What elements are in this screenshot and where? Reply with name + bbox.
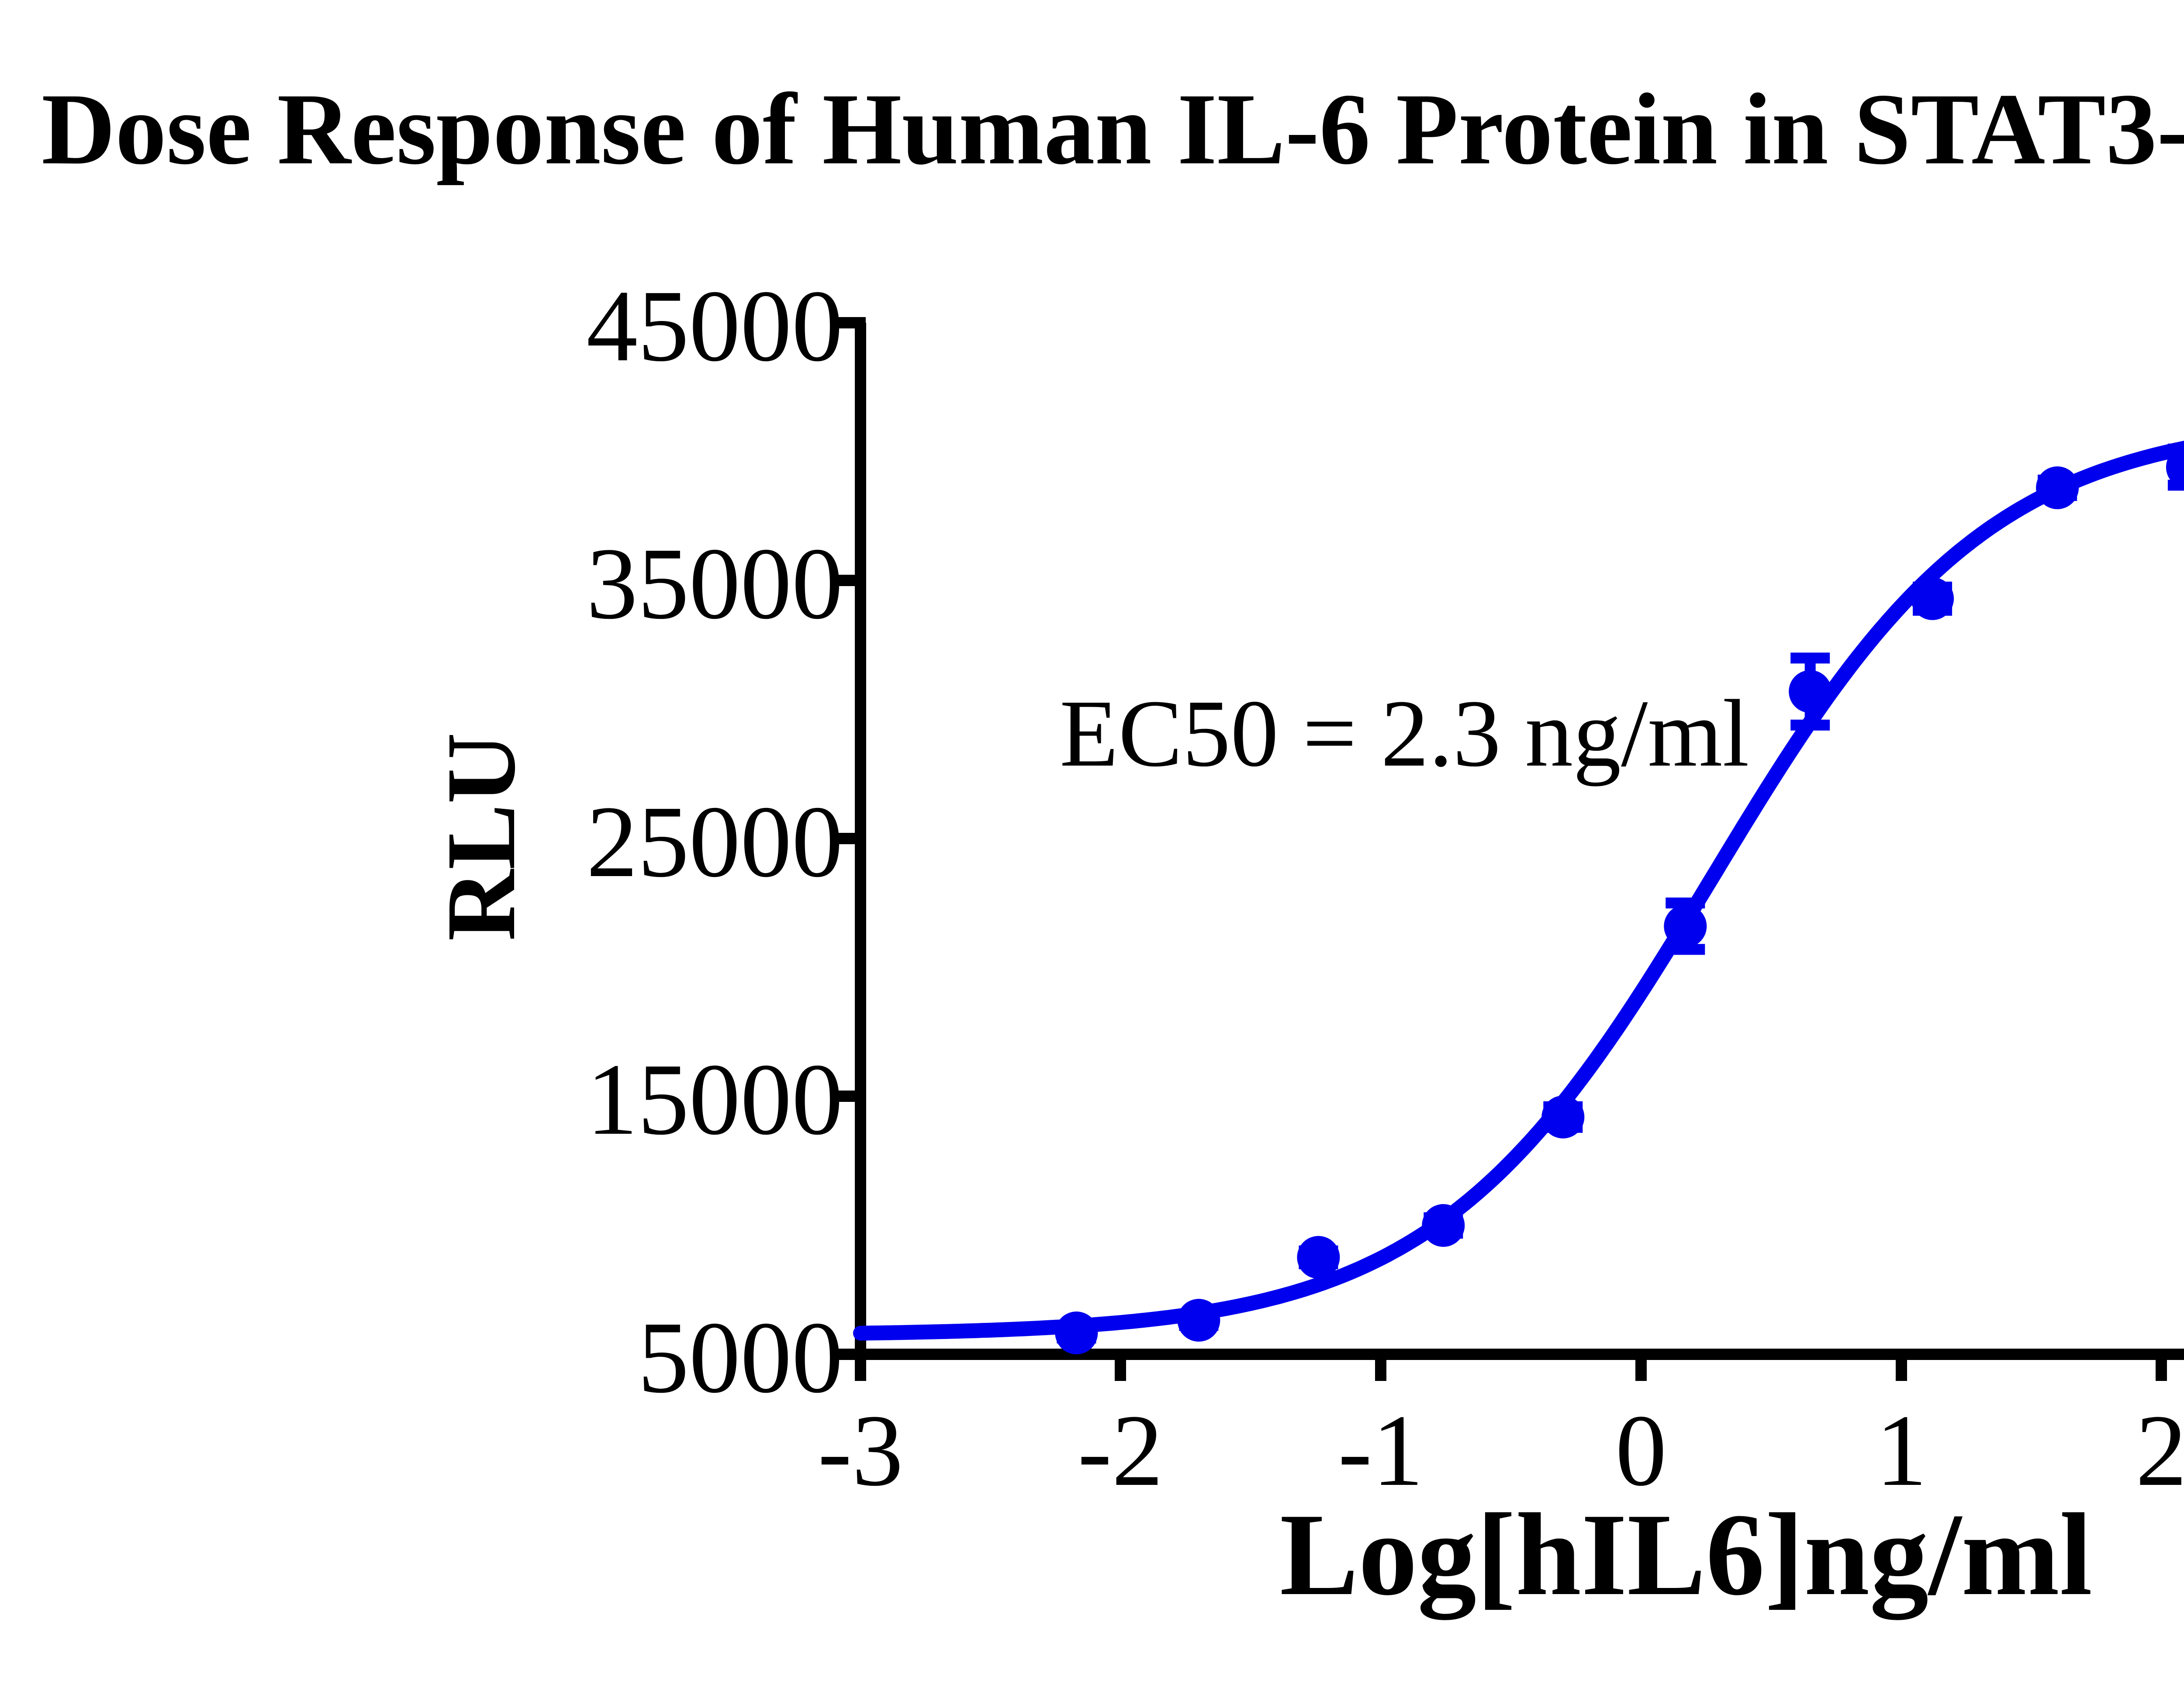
svg-text:5000: 5000: [638, 1301, 843, 1414]
svg-text:45000: 45000: [587, 269, 843, 383]
svg-text:35000: 35000: [587, 527, 843, 640]
svg-text:EC50 = 2.3 ng/ml: EC50 = 2.3 ng/ml: [1060, 680, 1749, 787]
svg-text:-3: -3: [818, 1394, 903, 1507]
svg-text:Log[hIL6]ng/ml: Log[hIL6]ng/ml: [1280, 1489, 2092, 1622]
svg-text:25000: 25000: [587, 785, 843, 898]
svg-text:RLU: RLU: [426, 732, 536, 941]
svg-text:-2: -2: [1078, 1394, 1163, 1507]
svg-text:2: 2: [2136, 1394, 2184, 1507]
svg-text:15000: 15000: [587, 1042, 843, 1156]
